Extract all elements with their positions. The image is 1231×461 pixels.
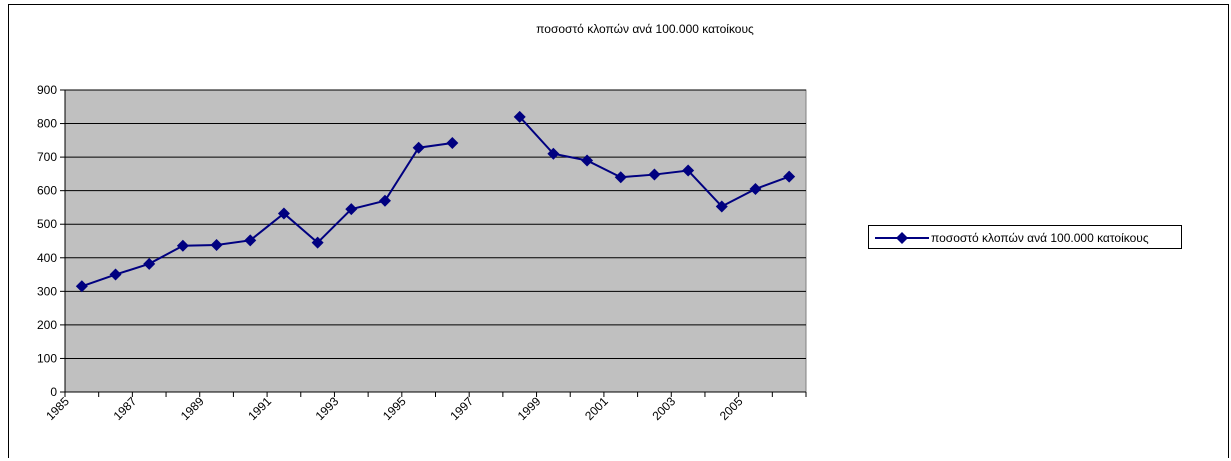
plot-area [64,89,807,393]
x-tick-label: 1989 [178,394,207,423]
x-tick-label: 1985 [43,394,72,423]
data-point [378,194,391,207]
data-point [648,168,661,181]
data-point [244,234,257,247]
x-tick-label: 1999 [515,394,544,423]
data-point [715,200,728,213]
x-tick-label: 1993 [313,394,342,423]
x-tick-label: 1997 [447,394,476,423]
data-point [783,170,796,183]
data-point [547,147,560,160]
data-point [412,141,425,154]
y-tick-label: 800 [37,117,57,131]
legend-label: ποσοστό κλοπών ανά 100.000 κατοίκους [931,231,1149,245]
y-tick-label: 300 [37,284,57,298]
legend: ποσοστό κλοπών ανά 100.000 κατοίκους [868,225,1182,249]
data-point [109,268,122,281]
data-point [143,257,156,270]
x-tick-label: 2001 [582,394,611,423]
data-point [210,239,223,252]
data-point [749,182,762,195]
x-tick-label: 2005 [717,394,746,423]
data-point [513,110,526,123]
series-line [81,142,453,288]
y-tick-label: 100 [37,351,57,365]
data-point [682,164,695,177]
chart-frame [8,4,1229,458]
y-tick-label: 400 [37,251,57,265]
data-point [345,203,358,216]
data-point [581,154,594,167]
data-point [277,207,290,220]
y-tick-label: 500 [37,217,57,231]
y-tick-label: 0 [50,385,57,399]
x-tick-label: 1991 [245,394,274,423]
data-point [311,236,324,249]
x-tick-label: 1995 [380,394,409,423]
y-tick-label: 700 [37,150,57,164]
data-point [75,280,88,293]
data-point [176,239,189,252]
y-tick-label: 600 [37,184,57,198]
chart-title: ποσοστό κλοπών ανά 100.000 κατοίκους [536,22,754,36]
legend-swatch [875,232,929,244]
data-point [614,171,627,184]
y-tick-label: 200 [37,318,57,332]
y-tick-label: 900 [37,83,57,97]
x-tick-label: 1987 [111,394,140,423]
x-tick-label: 2003 [649,394,678,423]
data-point [446,137,459,150]
